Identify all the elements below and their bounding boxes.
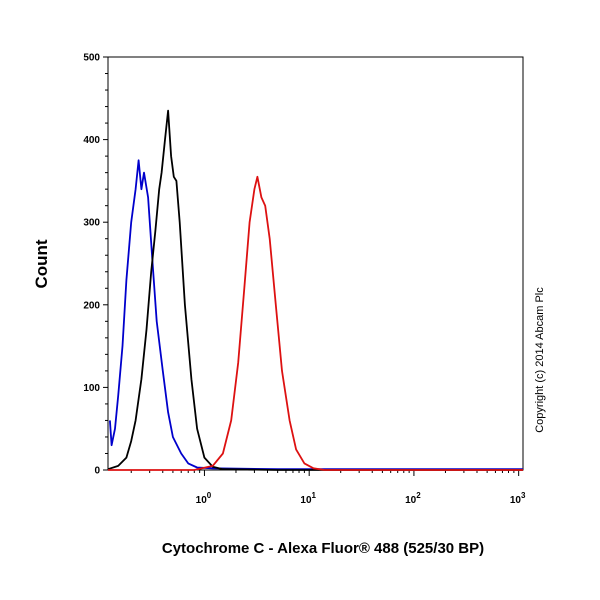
x-tick-label: 103 xyxy=(510,491,526,506)
x-tick-label: 101 xyxy=(300,491,316,506)
y-tick-label: 100 xyxy=(83,383,100,394)
plot-area: 0 100 200 300 400 500 100 101 102 103 xyxy=(83,53,526,507)
plot-frame xyxy=(107,56,524,471)
histogram-series-3 xyxy=(108,175,523,471)
y-axis-title: Count xyxy=(32,239,51,288)
histogram-series-2 xyxy=(107,109,523,471)
x-axis-title: Cytochrome C - Alexa Fluor® 488 (525/30 … xyxy=(162,540,484,557)
y-tick-label: 200 xyxy=(83,300,100,311)
y-tick-label: 0 xyxy=(94,466,100,477)
x-tick-label: 102 xyxy=(405,491,421,506)
y-tick-label: 300 xyxy=(83,218,100,229)
y-tick-label: 400 xyxy=(83,135,100,146)
copyright-text: Copyright (c) 2014 Abcam Plc xyxy=(534,287,546,433)
x-tick-label: 100 xyxy=(196,491,212,506)
y-tick-label: 500 xyxy=(83,53,100,64)
histogram-series-1 xyxy=(109,159,523,471)
